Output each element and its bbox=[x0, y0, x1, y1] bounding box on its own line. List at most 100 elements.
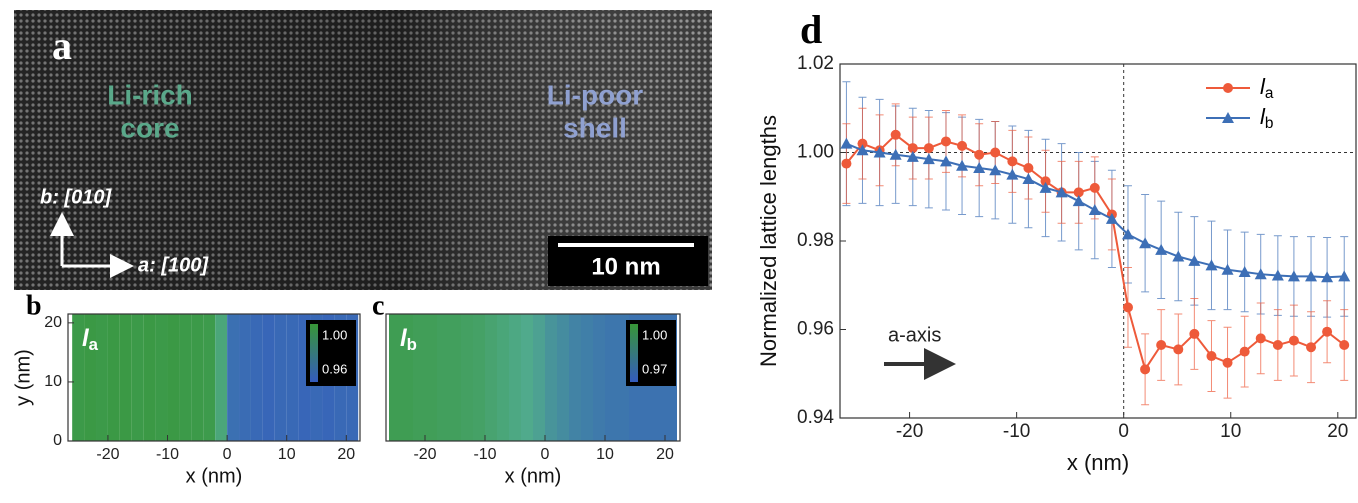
x-tick-label: -10 bbox=[1003, 421, 1030, 442]
panel-label: d bbox=[800, 7, 822, 52]
point bbox=[989, 164, 1002, 176]
legend-marker bbox=[1222, 112, 1234, 123]
point bbox=[1155, 243, 1168, 255]
point bbox=[1088, 204, 1101, 216]
point bbox=[907, 143, 918, 154]
core-text: Li-rich bbox=[107, 79, 193, 110]
point bbox=[940, 136, 951, 147]
x-tick-label: 10 bbox=[278, 446, 296, 463]
heat-cell bbox=[119, 314, 132, 441]
point bbox=[1139, 237, 1152, 249]
point bbox=[922, 153, 935, 165]
point bbox=[1173, 344, 1184, 355]
y-axis-label: Normalized lattice lengths bbox=[756, 115, 781, 367]
point bbox=[856, 144, 869, 156]
x-tick-label: -10 bbox=[473, 446, 496, 463]
point bbox=[1338, 270, 1351, 282]
annotation: a-axis bbox=[888, 324, 941, 346]
heat-cell bbox=[569, 314, 581, 441]
shell-text: shell bbox=[563, 112, 627, 143]
point bbox=[1023, 162, 1034, 173]
heat-cell bbox=[96, 314, 108, 441]
heat-cell bbox=[215, 314, 228, 441]
heat-cell bbox=[533, 314, 545, 441]
point bbox=[1271, 269, 1284, 281]
heat-cell bbox=[203, 314, 216, 441]
point bbox=[1122, 302, 1133, 313]
point bbox=[957, 140, 968, 151]
heat-cell bbox=[401, 314, 413, 441]
y-tick-label: 1.02 bbox=[797, 53, 834, 74]
point bbox=[841, 158, 852, 169]
point bbox=[923, 143, 934, 154]
point bbox=[1040, 176, 1051, 187]
heat-cell bbox=[605, 314, 617, 441]
stem-image: a Li-rich core Li-poor shell b: [010] a:… bbox=[14, 10, 712, 290]
point bbox=[1140, 364, 1151, 375]
heat-cell bbox=[262, 314, 275, 441]
colorbar-label: 1.00 bbox=[642, 327, 667, 342]
scale-text: 10 nm bbox=[591, 253, 660, 280]
colorbar-label: 0.97 bbox=[642, 361, 667, 376]
point bbox=[1288, 335, 1299, 346]
heat-cell bbox=[449, 314, 461, 441]
x-tick-label: 20 bbox=[1327, 421, 1348, 442]
panel-label: a bbox=[52, 23, 72, 68]
point bbox=[1156, 339, 1167, 350]
colorbar-label: 0.96 bbox=[322, 361, 347, 376]
point bbox=[974, 149, 985, 160]
point bbox=[1189, 328, 1200, 339]
heat-cell bbox=[167, 314, 180, 441]
point bbox=[1222, 357, 1233, 368]
point bbox=[1287, 270, 1300, 282]
x-axis-label: x (nm) bbox=[186, 465, 243, 487]
colorbar-label: 1.00 bbox=[322, 327, 347, 342]
point bbox=[1172, 250, 1185, 262]
point bbox=[1239, 346, 1250, 357]
heat-cell bbox=[473, 314, 485, 441]
heat-cell bbox=[521, 314, 533, 441]
y-tick-label: 0.98 bbox=[797, 230, 834, 251]
point bbox=[889, 148, 902, 160]
heat-cell bbox=[239, 314, 251, 441]
axis-label: a: [100] bbox=[138, 254, 209, 276]
point bbox=[1055, 186, 1068, 198]
y-tick-label: 20 bbox=[44, 314, 62, 331]
heat-cell bbox=[425, 314, 437, 441]
x-tick-label: 10 bbox=[596, 446, 614, 463]
core-text: core bbox=[120, 112, 179, 143]
y-tick-label: 0.96 bbox=[797, 319, 834, 340]
plot-frame bbox=[67, 313, 361, 442]
point bbox=[1089, 182, 1100, 193]
subscript: a bbox=[89, 335, 99, 354]
x-axis-label: x (nm) bbox=[1067, 450, 1129, 475]
point bbox=[990, 147, 1001, 158]
symbol: l bbox=[400, 325, 408, 352]
point bbox=[873, 146, 886, 158]
heat-cell bbox=[227, 314, 240, 441]
y-tick-label: 10 bbox=[44, 373, 62, 390]
heat-cell bbox=[72, 314, 85, 441]
x-tick-label: -20 bbox=[896, 421, 923, 442]
subscript: b bbox=[407, 335, 417, 354]
x-tick-label: -10 bbox=[156, 446, 179, 463]
point bbox=[1039, 181, 1052, 193]
point bbox=[939, 155, 952, 167]
heat-cell bbox=[298, 314, 311, 441]
subscript: a bbox=[1265, 85, 1274, 102]
x-tick-label: 10 bbox=[1220, 421, 1241, 442]
x-tick-label: 0 bbox=[223, 446, 232, 463]
heat-cell bbox=[461, 314, 473, 441]
point bbox=[1221, 263, 1234, 275]
heat-cell bbox=[497, 314, 509, 441]
panel-label: b bbox=[26, 290, 42, 321]
heat-cell bbox=[545, 314, 557, 441]
heat-cell bbox=[155, 314, 168, 441]
x-tick-label: -20 bbox=[96, 446, 119, 463]
legend-label: la bbox=[1260, 74, 1274, 102]
heat-cell bbox=[593, 314, 605, 441]
point bbox=[1205, 259, 1218, 271]
y-tick-label: 0 bbox=[53, 432, 62, 449]
